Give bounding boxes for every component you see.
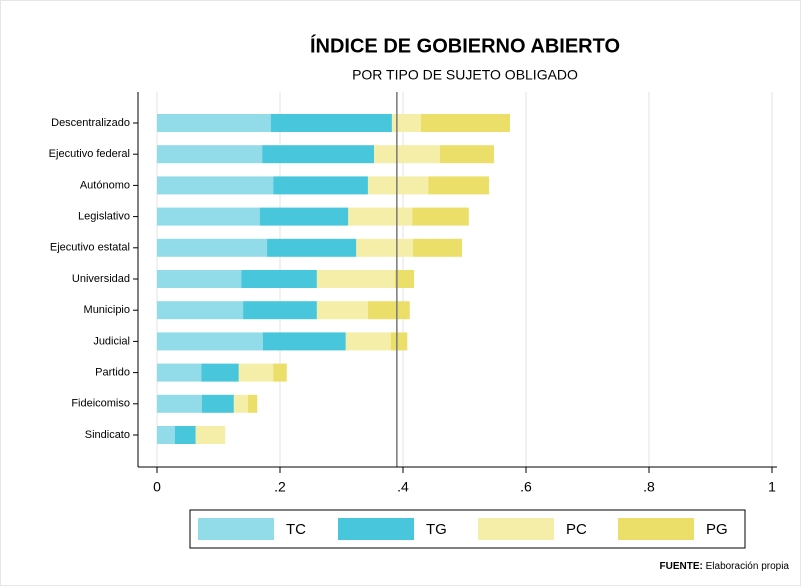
bar-segment bbox=[374, 145, 440, 164]
bar-segment bbox=[267, 238, 357, 257]
y-tick-label: Sindicato bbox=[85, 429, 130, 441]
bar-segment bbox=[316, 301, 368, 320]
legend-swatch bbox=[338, 518, 414, 540]
legend-label: PG bbox=[706, 521, 728, 538]
legend-label: PC bbox=[566, 521, 587, 538]
y-tick-label: Judicial bbox=[93, 335, 130, 347]
x-tick-label: .8 bbox=[643, 479, 655, 495]
legend-swatch bbox=[478, 518, 554, 540]
bar-segment bbox=[420, 114, 511, 132]
source-label: FUENTE: bbox=[659, 561, 702, 572]
chart-subtitle: POR TIPO DE SUJETO OBLIGADO bbox=[352, 67, 578, 83]
bar-segment bbox=[233, 394, 249, 413]
y-tick-label: Legislativo bbox=[78, 211, 130, 223]
bar-segment bbox=[395, 270, 415, 288]
x-tick-label: .2 bbox=[274, 479, 286, 495]
bar-segment bbox=[259, 207, 349, 226]
bar-segment bbox=[201, 394, 234, 413]
y-tick-label: Universidad bbox=[72, 273, 130, 285]
y-tick-label: Partido bbox=[95, 367, 130, 379]
bar-segment bbox=[157, 332, 263, 351]
bar-segment bbox=[157, 363, 202, 382]
y-tick-label: Descentralizado bbox=[51, 117, 130, 129]
bar-segment bbox=[157, 301, 244, 320]
bar-segment bbox=[157, 207, 260, 226]
legend-swatch bbox=[198, 518, 274, 540]
legend-swatch bbox=[618, 518, 694, 540]
x-tick-label: 0 bbox=[153, 479, 161, 495]
bar-segment bbox=[157, 238, 268, 257]
bar-segment bbox=[367, 176, 429, 195]
bar-segment bbox=[157, 114, 271, 132]
bar-segment bbox=[243, 301, 317, 320]
y-tick-label: Autónomo bbox=[80, 179, 130, 191]
bar-segment bbox=[273, 363, 287, 382]
x-tick-label: .6 bbox=[520, 479, 532, 495]
y-tick-label: Ejecutivo estatal bbox=[50, 242, 130, 254]
source: FUENTE: Elaboración propia bbox=[659, 561, 789, 572]
bar-segment bbox=[157, 394, 202, 413]
legend-label: TC bbox=[286, 521, 306, 538]
y-tick-label: Ejecutivo federal bbox=[49, 148, 130, 160]
bar-segment bbox=[157, 426, 175, 444]
bar-segment bbox=[157, 270, 242, 288]
bar-segment bbox=[157, 176, 274, 195]
bar-segment bbox=[439, 145, 495, 164]
bar-segment bbox=[262, 145, 375, 164]
bar-segment bbox=[345, 332, 391, 351]
y-tick-label: Municipio bbox=[84, 304, 130, 316]
x-tick-label: 1 bbox=[768, 479, 776, 495]
bar-segment bbox=[356, 238, 413, 257]
bar-segment bbox=[348, 207, 413, 226]
chart-title: ÍNDICE DE GOBIERNO ABIERTO bbox=[310, 34, 620, 57]
bar-segment bbox=[270, 114, 392, 132]
y-tick-label: Fideicomiso bbox=[71, 398, 130, 410]
bar-segment bbox=[412, 207, 469, 226]
bar-segment bbox=[273, 176, 368, 195]
bar-segment bbox=[316, 270, 396, 288]
bar-segment bbox=[174, 426, 196, 444]
bar-segment bbox=[195, 426, 226, 444]
bar-segment bbox=[391, 114, 421, 132]
bar-segment bbox=[201, 363, 239, 382]
bar-segment bbox=[367, 301, 410, 320]
bar-segment bbox=[262, 332, 346, 351]
bar-segment bbox=[390, 332, 408, 351]
bar-segment bbox=[238, 363, 274, 382]
source-text: Elaboración propia bbox=[706, 561, 790, 572]
bar-segment bbox=[241, 270, 317, 288]
bar-segment bbox=[248, 394, 258, 413]
legend-label: TG bbox=[426, 521, 447, 538]
x-tick-label: .4 bbox=[397, 479, 409, 495]
bar-segment bbox=[428, 176, 490, 195]
bar-segment bbox=[412, 238, 463, 257]
bar-segment bbox=[157, 145, 263, 164]
